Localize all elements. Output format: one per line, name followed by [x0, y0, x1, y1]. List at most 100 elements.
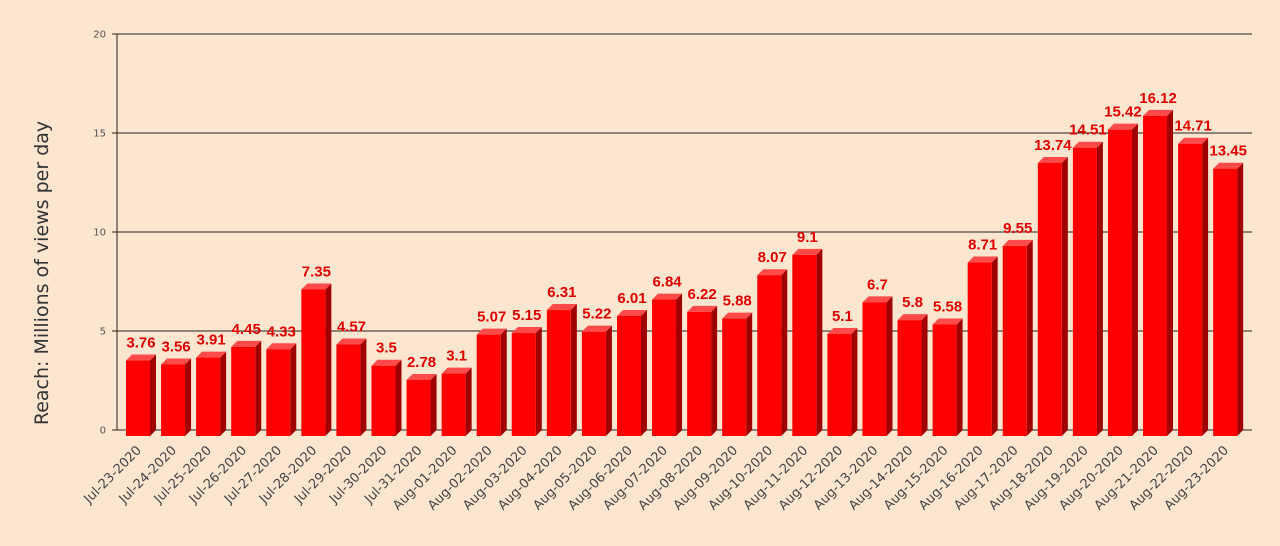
bar-front-20: [827, 334, 852, 436]
y-axis-ticks: 0 5 10 15 20: [93, 30, 117, 437]
bar-18: [757, 269, 788, 436]
bar-25: [1002, 239, 1033, 436]
data-label-19: 9.1: [797, 229, 818, 246]
bar-30: [1178, 137, 1209, 436]
bar-top-31: [1213, 162, 1244, 169]
bar-top-13: [581, 325, 612, 332]
bar-top-15: [652, 293, 683, 300]
y-axis-label: Reach: Millions of views per day: [31, 121, 53, 425]
data-label-12: 6.31: [547, 284, 576, 301]
data-label-16: 6.22: [688, 286, 717, 303]
bar-top-4: [266, 343, 297, 350]
bar-side-0: [150, 354, 156, 436]
bar-side-25: [1026, 239, 1033, 436]
data-label-0: 3.76: [126, 335, 155, 352]
bar-top-19: [792, 248, 823, 255]
bar-top-24: [967, 256, 998, 263]
bar-top-12: [546, 304, 577, 311]
bar-top-20: [827, 328, 858, 335]
bar-17: [722, 312, 753, 436]
data-label-27: 14.51: [1069, 122, 1107, 139]
bar-front-14: [616, 316, 641, 436]
bar-10: [476, 328, 507, 436]
bar-side-2: [220, 351, 227, 436]
bar-top-17: [722, 312, 753, 319]
data-labels: 3.76 3.56 3.91 4.45 4.33 7.35 4.57 3.5 2.78 3.1 5.…: [126, 90, 1247, 371]
bar-front-2: [196, 357, 221, 436]
bar-front-31: [1213, 168, 1238, 436]
bar-front-24: [967, 262, 992, 436]
data-label-29: 16.12: [1139, 90, 1177, 107]
bar-side-21: [886, 296, 893, 436]
bar-side-13: [605, 325, 612, 436]
bar-top-5: [301, 283, 332, 290]
bar-20: [827, 328, 858, 436]
bar-front-11: [511, 333, 536, 436]
data-label-6: 4.57: [337, 319, 366, 336]
bar-side-16: [711, 305, 718, 436]
bar-top-30: [1178, 137, 1209, 144]
data-label-18: 8.07: [758, 249, 787, 266]
bars: [126, 109, 1244, 437]
bar-12: [546, 304, 577, 436]
bar-5: [301, 283, 332, 436]
bar-9: [441, 367, 472, 436]
bar-front-1: [161, 364, 186, 436]
bar-top-26: [1037, 156, 1068, 163]
bar-top-3: [231, 340, 262, 347]
bar-front-30: [1178, 143, 1203, 436]
bar-11: [511, 327, 542, 436]
ytick-label-1: 5: [100, 327, 106, 338]
x-axis-ticks: Jul-23-2020Jul-24-2020Jul-25-2020Jul-26-…: [81, 443, 1232, 513]
bar-front-27: [1072, 147, 1097, 436]
bar-top-7: [371, 359, 402, 366]
bar-front-10: [476, 334, 501, 436]
data-label-13: 5.22: [582, 306, 611, 323]
bar-side-10: [500, 328, 507, 436]
bar-side-18: [781, 269, 788, 436]
bar-27: [1072, 141, 1103, 436]
bar-side-11: [535, 327, 542, 436]
bar-top-14: [616, 310, 647, 317]
bar-front-8: [406, 379, 431, 436]
data-label-31: 13.45: [1209, 143, 1247, 160]
bar-top-21: [862, 296, 893, 303]
bar-7: [371, 359, 402, 436]
data-label-21: 6.7: [867, 276, 888, 293]
data-label-25: 9.55: [1003, 220, 1032, 237]
data-label-26: 13.74: [1034, 137, 1072, 154]
data-label-10: 5.07: [477, 309, 506, 326]
data-label-11: 5.15: [512, 307, 541, 324]
bar-side-7: [395, 359, 402, 436]
bar-front-13: [581, 331, 606, 436]
bar-side-22: [921, 314, 928, 436]
bar-31: [1213, 162, 1244, 436]
bar-15: [652, 293, 683, 436]
bar-front-15: [652, 299, 677, 436]
bar-side-14: [640, 310, 647, 436]
bar-side-30: [1202, 137, 1209, 436]
ytick-label-4: 20: [93, 30, 106, 41]
bar-19: [792, 248, 823, 436]
data-label-7: 3.5: [376, 340, 397, 357]
bar-top-8: [406, 373, 437, 380]
data-label-8: 2.78: [407, 354, 436, 371]
bar-side-15: [676, 293, 683, 436]
bar-top-25: [1002, 239, 1033, 246]
bar-side-3: [255, 340, 262, 436]
bar-23: [932, 318, 963, 436]
data-label-14: 6.01: [617, 290, 646, 307]
data-label-22: 5.8: [902, 294, 923, 311]
bar-side-23: [956, 318, 963, 436]
bar-front-18: [757, 275, 782, 436]
bar-side-26: [1061, 156, 1068, 436]
bar-6: [336, 338, 367, 436]
bar-24: [967, 256, 998, 436]
bar-side-31: [1237, 162, 1244, 436]
data-label-23: 5.58: [933, 299, 962, 316]
bar-top-18: [757, 269, 788, 276]
bar-21: [862, 296, 893, 436]
bar-front-22: [897, 320, 922, 436]
ytick-label-2: 10: [93, 228, 106, 239]
